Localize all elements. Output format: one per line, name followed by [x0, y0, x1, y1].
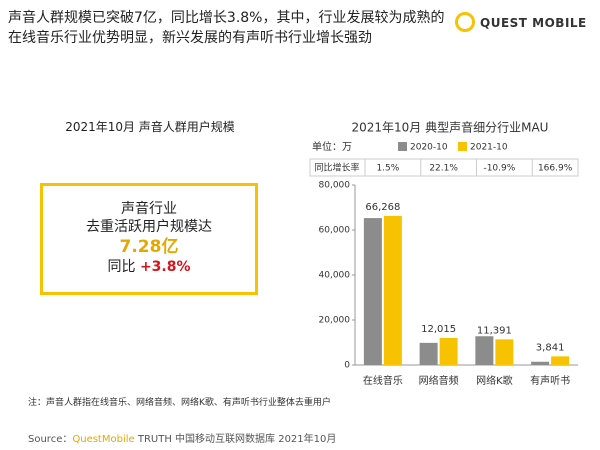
source-prefix: Source：: [28, 434, 73, 445]
logo: QUEST MOBILE: [480, 16, 587, 30]
bar: [531, 361, 550, 365]
value-label: 3,841: [536, 342, 565, 353]
y-tick-label: 20,000: [319, 316, 351, 326]
x-tick-label: 网络K歌: [476, 374, 513, 387]
legend-swatch: [398, 142, 407, 151]
growth-label: 同比增长率: [314, 162, 359, 174]
growth-cell: 166.9%: [538, 164, 573, 174]
y-tick-label: 0: [344, 361, 350, 371]
value-label: 66,268: [365, 202, 400, 213]
bar: [495, 339, 514, 365]
growth-cell: 1.5%: [376, 164, 399, 174]
box-line: 去重活跃用户规模达: [86, 219, 212, 235]
growth-cell: 22.1%: [429, 164, 458, 174]
bar: [383, 215, 402, 365]
x-tick-label: 在线音乐: [363, 374, 403, 387]
unit-label: 单位：万: [312, 140, 352, 153]
legend-swatch: [458, 142, 467, 151]
yoy-value: +3.8%: [139, 259, 191, 275]
box-highlight: 7.28亿: [119, 237, 179, 257]
panel-title: 2021年10月 声音人群用户规模: [65, 120, 235, 134]
bar: [475, 336, 494, 365]
y-tick-label: 60,000: [319, 226, 351, 236]
x-tick-label: 网络音频: [419, 374, 459, 387]
box-line: 声音行业: [121, 201, 177, 217]
bar: [551, 356, 570, 365]
value-label: 12,015: [421, 324, 456, 335]
y-tick-label: 80,000: [319, 181, 351, 191]
box-yoy: 同比 +3.8%: [43, 258, 255, 276]
chart-title: 2021年10月 典型声音细分行业MAU: [352, 120, 549, 135]
source-brand: QuestMobile: [72, 434, 135, 445]
source-text: TRUTH 中国移动互联网数据库 2021年10月: [137, 434, 337, 445]
yoy-label: 同比: [107, 259, 136, 275]
y-tick-label: 40,000: [319, 271, 351, 281]
note: 注：声音人群指在线音乐、网络音频、网络K歌、有声听书行业整体去重用户: [28, 398, 331, 408]
x-tick-label: 有声听书: [530, 374, 570, 387]
highlight-box: 声音行业 去重活跃用户规模达 7.28亿 同比 +3.8%: [40, 183, 258, 295]
bar: [419, 342, 438, 365]
logo-icon: [455, 12, 475, 32]
source: Source：QuestMobile TRUTH 中国移动互联网数据库 2021…: [28, 430, 336, 445]
value-label: 11,391: [477, 325, 512, 336]
bar: [439, 337, 458, 365]
legend-label: 2021-10: [470, 143, 508, 153]
legend-label: 2020-10: [410, 143, 448, 153]
growth-cell: -10.9%: [483, 164, 515, 174]
growth-table: [309, 158, 579, 177]
bar: [363, 218, 382, 365]
page-title: 声音人群规模已突破7亿，同比增长3.8%，其中，行业发展较为成熟的在线音乐行业优…: [8, 10, 445, 46]
